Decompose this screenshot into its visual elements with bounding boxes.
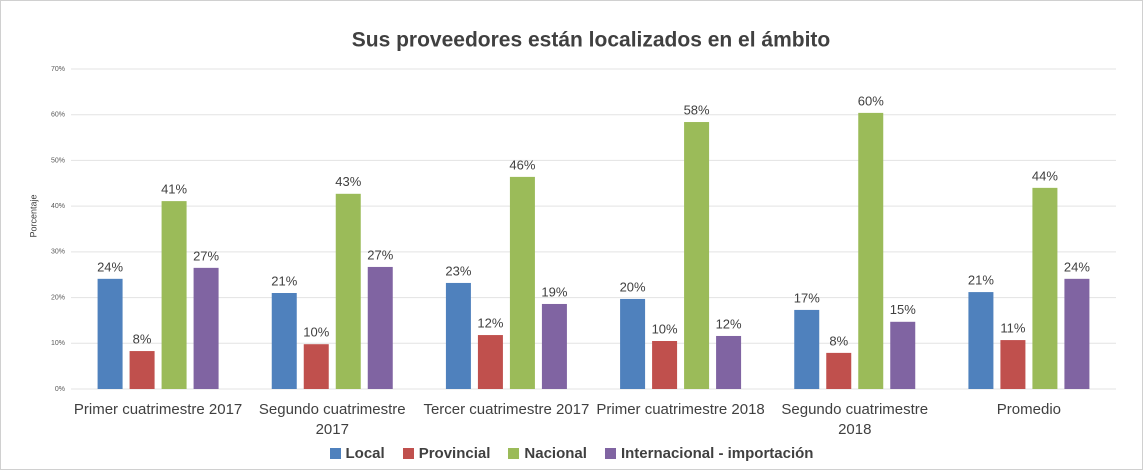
bar <box>477 335 503 389</box>
bar <box>620 298 646 389</box>
bar <box>652 341 678 389</box>
bar <box>367 266 393 389</box>
data-label: 21% <box>968 273 994 288</box>
x-tick-label: Primer cuatrimestre 2018 <box>596 401 765 418</box>
x-tick-label: Tercer cuatrimestre 2017 <box>423 401 590 418</box>
legend-label: Nacional <box>524 445 587 462</box>
y-tick-label: 70% <box>51 66 65 73</box>
bar <box>97 278 123 389</box>
data-label: 27% <box>193 248 219 263</box>
bar <box>1064 278 1090 389</box>
legend-label: Provincial <box>418 445 491 462</box>
data-label: 41% <box>161 182 187 197</box>
legend-swatch <box>329 448 341 459</box>
data-label: 24% <box>1064 259 1090 274</box>
data-label: 46% <box>509 157 535 172</box>
data-label: 43% <box>335 174 361 189</box>
y-tick-label: 0% <box>55 386 65 393</box>
y-tick-label: 60% <box>51 112 65 119</box>
bar <box>794 309 820 389</box>
legend-swatch <box>604 448 616 459</box>
data-label: 21% <box>271 273 297 288</box>
y-axis-label: Porcentaje <box>28 194 38 237</box>
data-label: 17% <box>794 290 820 305</box>
y-tick-label: 20% <box>51 294 65 301</box>
data-label: 60% <box>858 93 884 108</box>
legend-swatch <box>508 448 520 459</box>
x-tick-label: Primer cuatrimestre 2017 <box>73 401 243 418</box>
bar <box>129 351 155 389</box>
data-label: 12% <box>716 316 742 331</box>
legend: Local Provincial Nacional Internacional - i… <box>1 445 1142 462</box>
bar <box>335 193 361 389</box>
data-label: 15% <box>890 302 916 317</box>
y-tick-label: 30% <box>51 249 65 256</box>
bar <box>826 352 852 389</box>
data-label: 58% <box>684 102 710 117</box>
x-tick-label: Promedio <box>996 401 1061 418</box>
bar <box>193 267 219 389</box>
bar <box>890 321 916 389</box>
data-label: 19% <box>541 284 567 299</box>
bar <box>509 176 535 389</box>
legend-item: Nacional <box>508 445 587 462</box>
y-tick-label: 40% <box>51 203 65 210</box>
x-tick-label: Segundo cuatrimestre 2018 <box>781 401 929 438</box>
legend-label: Internacional - importación <box>620 445 814 462</box>
data-label: 12% <box>477 315 503 330</box>
y-tick-label: 50% <box>51 157 65 164</box>
bar <box>1032 187 1058 389</box>
bar <box>716 335 742 389</box>
legend-label: Local <box>345 445 385 462</box>
data-label: 27% <box>367 247 393 262</box>
bar <box>968 292 994 389</box>
data-label: 8% <box>829 333 848 348</box>
bar <box>1000 340 1026 389</box>
data-label: 10% <box>652 321 678 336</box>
bar <box>303 344 329 389</box>
legend-item: Internacional - importación <box>604 445 814 462</box>
data-label: 44% <box>1032 168 1058 183</box>
data-label: 23% <box>445 263 471 278</box>
bar <box>445 282 471 389</box>
bar <box>858 112 884 389</box>
bar <box>541 303 567 389</box>
data-label: 10% <box>303 325 329 340</box>
data-label: 20% <box>620 279 646 294</box>
data-label: 8% <box>133 331 152 346</box>
legend-item: Provincial <box>402 445 491 462</box>
data-label: 24% <box>97 259 123 274</box>
data-label: 11% <box>1000 321 1025 336</box>
bar <box>684 122 710 390</box>
legend-swatch <box>402 448 414 459</box>
bar <box>271 293 297 389</box>
chart-title: Sus proveedores están localizados en el … <box>352 29 831 52</box>
bar <box>161 201 187 389</box>
legend-item: Local <box>329 445 385 462</box>
y-tick-label: 10% <box>51 340 65 347</box>
x-tick-label: Segundo cuatrimestre 2017 <box>258 401 406 438</box>
